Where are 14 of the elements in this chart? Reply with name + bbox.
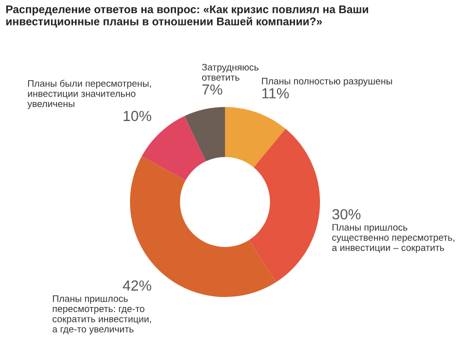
data-label: 7% (202, 84, 222, 95)
data-label: 10% (124, 110, 152, 122)
data-label: 42% (122, 280, 152, 291)
slice-label: Планы пришлось существенно пересмотреть, а инвестиции – сократить (332, 224, 454, 253)
donut-slice (184, 107, 225, 162)
slice-label: Планы полностью разрушены (262, 78, 392, 86)
chart-title: Распределение ответов на вопрос: «Как кризис повлиял на Ваши инвестиционные планы в отношении Вашей компании?» (6, 6, 368, 28)
data-label: 30% (332, 209, 360, 220)
slice-label: Затрудняюсь ответить (202, 64, 258, 81)
slice-label: Планы были пересмотрены, инвестиции значительно увеличены (27, 80, 151, 109)
donut-slice (225, 107, 286, 168)
slice-label: Планы пришлось пересмотреть: где-то сократить инвестиции, а где-то увеличить (52, 295, 151, 334)
data-label: 11% (262, 88, 289, 98)
donut-slice (249, 128, 320, 282)
